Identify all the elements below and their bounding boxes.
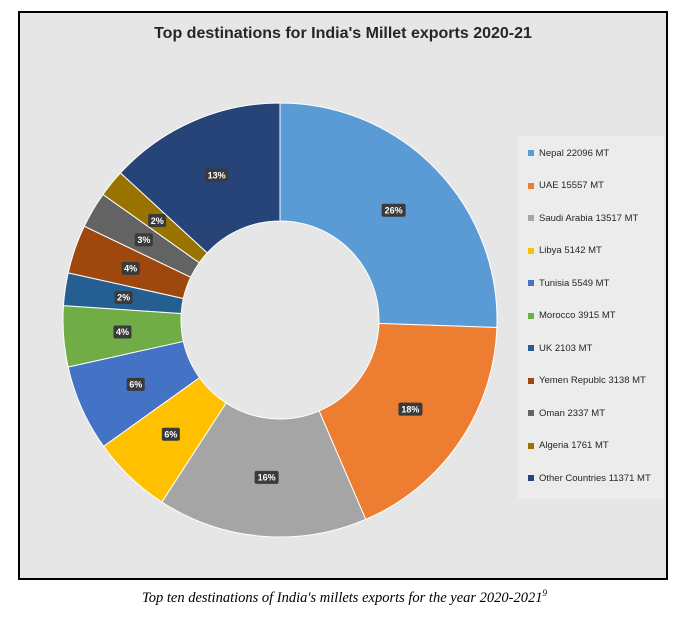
legend-swatch: [528, 247, 534, 254]
legend-label: Oman 2337 MT: [539, 407, 605, 419]
slice-label-text: 6%: [129, 380, 142, 390]
slice-label-box: [134, 233, 153, 247]
slice-label-4: 6%: [126, 377, 145, 391]
legend-swatch: [528, 410, 534, 416]
legend-item-7: Yemen Republc 3138 MT: [528, 374, 646, 388]
legend-item-6: UK 2103 MT: [528, 341, 592, 355]
slice-label-text: 4%: [116, 327, 129, 337]
legend-item-5: Morocco 3915 MT: [528, 309, 616, 323]
slice-label-box: [398, 402, 423, 416]
slice-label-1: 18%: [398, 402, 423, 416]
caption-footnote: 9: [542, 588, 548, 598]
slice-label-9: 2%: [148, 214, 167, 228]
donut-slice-1: [318, 322, 498, 521]
legend-item-8: Oman 2337 MT: [528, 406, 605, 420]
slice-label-box: [204, 168, 229, 182]
slice-label-box: [148, 214, 167, 228]
legend-swatch: [528, 215, 534, 221]
slice-label-text: 2%: [117, 293, 130, 303]
legend-label: Nepal 22096 MT: [539, 147, 610, 159]
slice-label-text: 18%: [401, 404, 419, 414]
legend-item-3: Libya 5142 MT: [528, 244, 602, 258]
figure-caption: Top ten destinations of India's millets …: [0, 588, 689, 607]
slice-label-text: 2%: [151, 216, 164, 226]
slice-label-0: 26%: [381, 203, 406, 217]
legend-label: UK 2103 MT: [539, 342, 593, 354]
legend-swatch: [528, 280, 534, 286]
legend-swatch: [528, 312, 534, 319]
slice-label-box: [121, 261, 140, 275]
legend-swatch: [528, 182, 534, 189]
slice-label-box: [113, 325, 132, 339]
slice-label-text: 16%: [258, 473, 276, 483]
slice-label-5: 4%: [113, 325, 132, 339]
legend-label: Tunisia 5549 MT: [539, 277, 610, 289]
slice-label-text: 13%: [208, 170, 226, 180]
legend-swatch: [528, 442, 534, 449]
legend-label: Yemen Republc 3138 MT: [539, 375, 646, 386]
slice-label-7: 4%: [121, 261, 140, 275]
chart-title: Top destinations for India's Millet expo…: [154, 25, 532, 42]
slice-label-box: [381, 203, 406, 217]
legend-swatch: [528, 475, 534, 481]
slice-label-text: 6%: [164, 429, 177, 439]
slice-label-box: [114, 291, 133, 305]
slice-label-3: 6%: [161, 427, 180, 441]
legend-item-10: Other Countries 11371 MT: [528, 471, 651, 485]
legend-swatch: [528, 150, 534, 156]
legend-label: Other Countries 11371 MT: [539, 472, 651, 484]
legend-item-9: Algeria 1761 MT: [528, 439, 609, 453]
slice-label-10: 13%: [204, 168, 229, 182]
legend-label: Saudi Arabia 13517 MT: [539, 212, 639, 224]
legend: Nepal 22096 MT UAE 15557 MT Saudi Arabia 1…: [518, 136, 664, 499]
legend-label: Morocco 3915 MT: [539, 310, 616, 321]
legend-label: UAE 15557 MT: [539, 180, 604, 191]
slice-label-box: [161, 427, 180, 441]
slice-label-box: [254, 470, 279, 484]
legend-item-0: Nepal 22096 MT: [528, 146, 609, 160]
slice-label-text: 3%: [137, 235, 150, 245]
slice-label-8: 3%: [134, 233, 153, 247]
donut-chart: 26%18%16%6%6%4%2%4%3%2%13%: [62, 102, 498, 538]
legend-swatch: [528, 377, 534, 384]
legend-label: Algeria 1761 MT: [539, 440, 609, 451]
slice-label-text: 26%: [385, 205, 403, 215]
chart-frame: Top destinations for India's Millet expo…: [18, 11, 668, 580]
legend-swatch: [528, 345, 534, 351]
legend-item-1: UAE 15557 MT: [528, 179, 604, 193]
slice-label-6: 2%: [114, 291, 133, 305]
slice-label-box: [126, 377, 145, 391]
donut-slice-10: [119, 102, 281, 254]
caption-text: Top ten destinations of India's millets …: [142, 589, 543, 606]
donut-slice-2: [161, 402, 367, 538]
legend-label: Libya 5142 MT: [539, 245, 602, 256]
slice-label-text: 4%: [124, 264, 137, 274]
legend-item-4: Tunisia 5549 MT: [528, 276, 609, 290]
slice-label-2: 16%: [254, 470, 279, 484]
legend-item-2: Saudi Arabia 13517 MT: [528, 211, 638, 225]
